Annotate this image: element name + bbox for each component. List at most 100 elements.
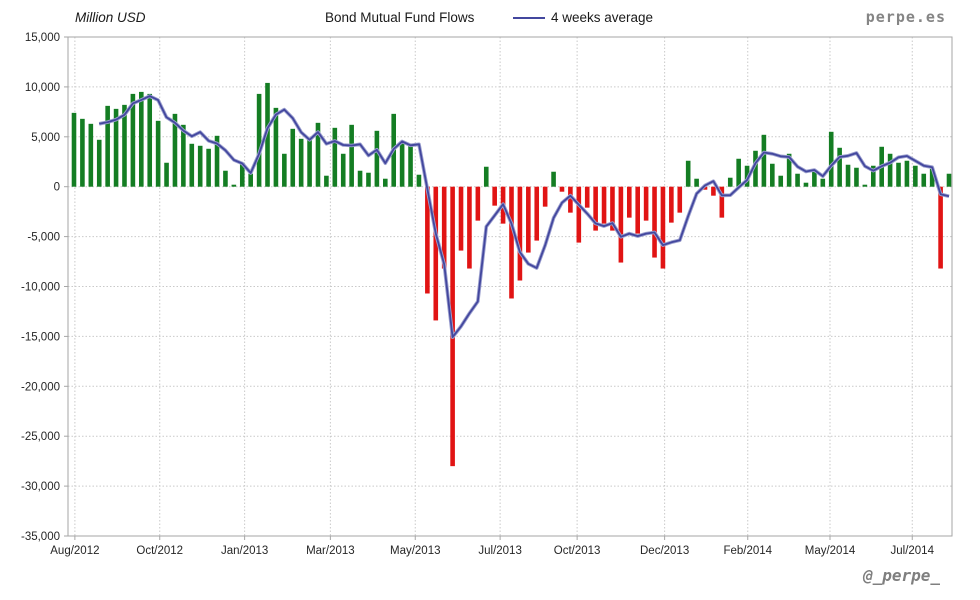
inflow-bar: [147, 93, 153, 187]
inflow-bar: [206, 148, 211, 187]
outflow-bar: [425, 186, 430, 294]
inflow-bar: [214, 135, 220, 187]
inflow-bar: [349, 124, 354, 187]
inflow-bar: [298, 138, 304, 187]
legend: 4 weeks average: [513, 10, 653, 25]
inflow-bar: [896, 162, 901, 187]
x-tick-label: Mar/2013: [306, 545, 355, 557]
watermark-site: perpe.es: [865, 8, 946, 26]
x-tick-label: Oct/2013: [554, 545, 601, 557]
outflow-bar: [534, 186, 540, 241]
inflow-bar: [197, 145, 203, 187]
inflow-bar: [694, 178, 699, 187]
outflow-bar: [652, 186, 657, 258]
inflow-bar: [231, 184, 237, 187]
inflow-bar: [921, 173, 927, 187]
outflow-bar: [660, 186, 666, 269]
outflow-bar: [601, 186, 607, 224]
inflow-bar: [416, 174, 422, 187]
inflow-bar: [812, 169, 817, 187]
inflow-bar: [913, 165, 918, 187]
y-tick-label: -35,000: [21, 531, 60, 543]
inflow-bar: [870, 165, 876, 187]
inflow-bar: [172, 113, 178, 187]
inflow-bar: [383, 178, 388, 187]
inflow-bar: [332, 127, 338, 187]
inflow-bar: [71, 112, 77, 187]
inflow-bar: [778, 175, 784, 187]
outflow-bar: [509, 186, 514, 299]
outflow-bar: [626, 186, 632, 218]
inflow-bar: [181, 124, 186, 187]
y-axis-title: Million USD: [75, 10, 146, 25]
outflow-bar: [584, 186, 590, 208]
outflow-bar: [559, 186, 565, 192]
average-line-legend-icon: [513, 16, 545, 19]
inflow-bar: [374, 130, 380, 187]
inflow-bar: [845, 164, 851, 187]
outflow-bar: [542, 186, 548, 207]
outflow-bar: [618, 186, 624, 263]
inflow-bar: [164, 162, 169, 187]
outflow-bar: [711, 186, 716, 196]
outflow-bar: [938, 186, 943, 269]
y-tick-label: -30,000: [21, 481, 60, 493]
outflow-bar: [441, 186, 447, 269]
outflow-bar: [635, 186, 640, 234]
inflow-bar: [248, 173, 253, 187]
y-tick-label: 15,000: [25, 32, 60, 44]
outflow-bar: [458, 186, 464, 251]
inflow-bar: [803, 182, 809, 187]
inflow-bar: [904, 160, 910, 187]
inflow-bar: [366, 172, 371, 187]
outflow-bar: [677, 186, 683, 213]
outflow-bar: [526, 186, 531, 253]
inflow-bar: [315, 122, 321, 187]
outflow-bar: [467, 186, 472, 269]
outflow-bar: [719, 186, 725, 218]
inflow-bar: [307, 137, 312, 187]
outflow-bar: [643, 186, 649, 221]
y-tick-label: -15,000: [21, 331, 60, 343]
inflow-bar: [239, 162, 245, 187]
inflow-bar: [80, 118, 85, 187]
inflow-bar: [223, 170, 228, 187]
inflow-bar: [727, 177, 733, 187]
inflow-bar: [105, 105, 110, 187]
inflow-bar: [155, 120, 161, 187]
x-tick-label: Jul/2013: [478, 545, 521, 557]
outflow-bar: [669, 186, 674, 223]
inflow-bar: [736, 158, 741, 187]
inflow-bar: [139, 91, 144, 187]
outflow-bar: [433, 186, 439, 321]
inflow-bar: [88, 123, 94, 187]
x-tick-label: Feb/2014: [723, 545, 772, 557]
inflow-bar: [282, 153, 287, 187]
inflow-bar: [820, 178, 826, 187]
x-tick-label: Dec/2013: [640, 545, 689, 557]
inflow-bar: [399, 142, 405, 187]
outflow-bar: [568, 186, 573, 213]
average-line-halo: [98, 94, 950, 339]
outflow-bar: [517, 186, 523, 281]
inflow-bar: [770, 163, 775, 187]
outflow-bar: [492, 186, 497, 206]
y-tick-label: 10,000: [25, 82, 60, 94]
inflow-bar: [854, 167, 859, 187]
outflow-bar: [475, 186, 481, 221]
x-tick-label: May/2014: [805, 545, 856, 557]
x-tick-label: May/2013: [390, 545, 441, 557]
y-tick-label: -10,000: [21, 282, 60, 294]
inflow-bar: [340, 153, 346, 187]
inflow-bar: [551, 171, 556, 187]
x-tick-label: Jul/2014: [891, 545, 935, 557]
inflow-bar: [685, 160, 691, 187]
average-line: [99, 95, 950, 339]
y-tick-label: -20,000: [21, 381, 60, 393]
twitter-handle: @_perpe_: [862, 566, 940, 585]
inflow-bar: [189, 143, 195, 187]
inflow-bar: [357, 170, 363, 187]
inflow-bar: [113, 108, 119, 187]
outflow-bar: [576, 186, 582, 243]
